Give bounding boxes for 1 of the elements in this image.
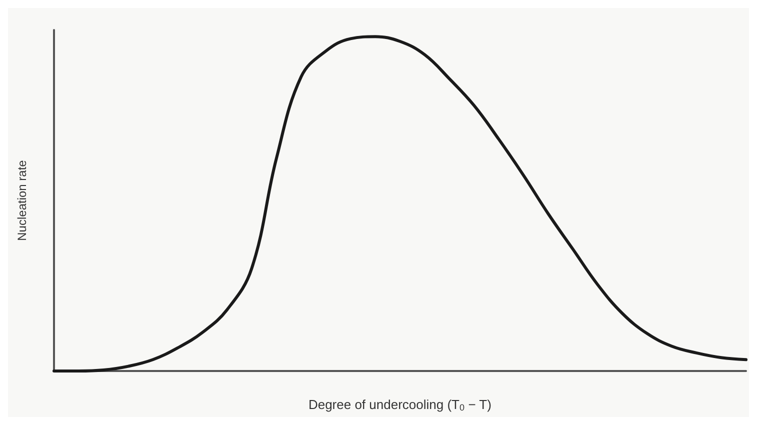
y-axis-title: Nucleation rate [15,160,29,241]
